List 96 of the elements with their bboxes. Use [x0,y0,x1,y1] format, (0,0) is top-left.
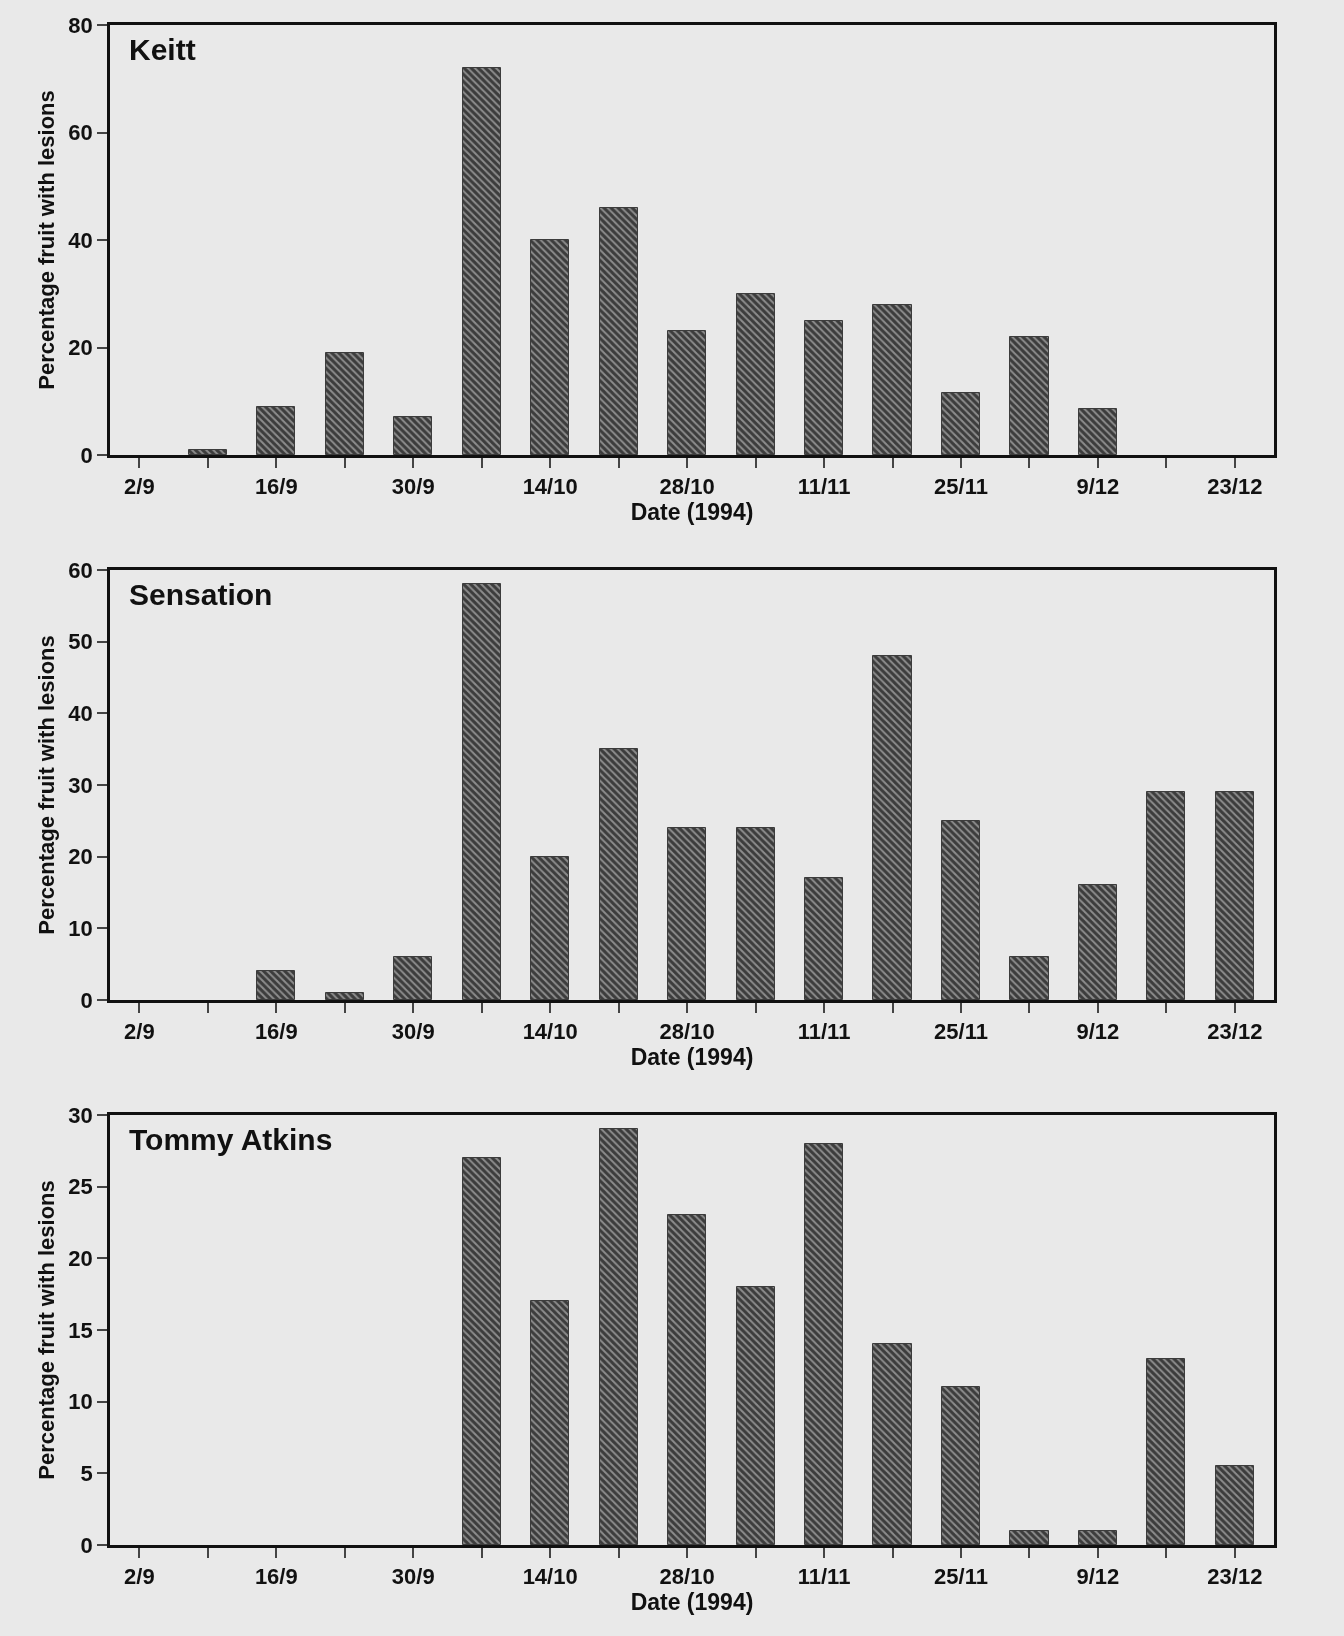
y-tick-label: 15 [68,1317,93,1343]
bar [872,1343,912,1545]
bar [804,320,843,455]
bar [736,293,775,455]
x-tick-label: 28/10 [659,1564,715,1590]
x-tick-label: 9/12 [1076,1019,1120,1045]
bar [667,1214,706,1545]
bar [1215,1465,1254,1545]
y-tick-label: 0 [80,987,93,1013]
bar [1078,884,1117,1000]
bar [530,1300,569,1545]
x-tick-label: 2/9 [124,474,155,500]
bar [941,1386,980,1545]
y-tick-label: 10 [68,1389,93,1415]
x-tick-label: 25/11 [934,1564,988,1590]
bar [393,956,432,1000]
bar [1078,408,1117,455]
x-tick-label: 25/11 [934,1019,988,1045]
y-tick-label: 0 [80,442,93,468]
y-tick-label: 30 [68,1102,93,1128]
x-tick-label: 9/12 [1076,474,1120,500]
bar [941,392,980,455]
bar [530,856,569,1000]
y-tick-label: 50 [68,629,93,655]
chart-title: Sensation [129,578,273,611]
bar [1009,336,1049,455]
bar [256,406,295,455]
bar [393,416,432,455]
bar [325,352,364,455]
x-tick-label: 16/9 [254,474,298,500]
chart-title: Keitt [129,33,196,66]
y-tick-label: 20 [68,1246,93,1272]
x-tick-label: 2/9 [124,1019,155,1045]
y-tick-label: 40 [68,701,93,727]
y-tick-label: 60 [68,557,93,583]
bar [188,449,227,455]
bar [599,207,638,455]
y-tick-label: 25 [68,1174,93,1200]
x-tick-label: 11/11 [797,474,851,500]
x-tick-label: 30/9 [391,474,435,500]
bar [1009,956,1049,1000]
bar [256,970,295,1000]
bar [1078,1530,1117,1545]
y-tick-label: 10 [68,916,93,942]
x-tick-label: 14/10 [522,1019,578,1045]
x-tick-label: 28/10 [659,474,715,500]
bar [1146,791,1185,1000]
x-tick-label: 23/12 [1207,1564,1263,1590]
x-tick-label: 9/12 [1076,1564,1120,1590]
x-tick-label: 25/11 [934,474,988,500]
bar [462,1157,501,1545]
bar [462,67,501,455]
y-tick-label: 20 [68,844,93,870]
x-tick-label: 23/12 [1207,1019,1263,1045]
y-tick-label: 0 [80,1532,93,1558]
bar [1009,1530,1049,1545]
bar [599,1128,638,1545]
x-tick-label: 30/9 [391,1564,435,1590]
x-axis-title: Date (1994) [630,499,754,526]
x-tick-label: 30/9 [391,1019,435,1045]
bar [530,239,569,455]
bar [872,304,912,455]
bar [599,748,638,1000]
bar [941,820,980,1000]
x-axis-title: Date (1994) [630,1589,754,1616]
y-axis-title: Percentage fruit with lesions [34,1180,60,1480]
x-tick-label: 28/10 [659,1019,715,1045]
y-tick-label: 20 [68,335,93,361]
x-tick-label: 2/9 [124,1564,155,1590]
x-axis-title: Date (1994) [630,1044,754,1071]
bar [804,1143,843,1545]
x-tick-label: 14/10 [522,474,578,500]
bar [736,827,775,1000]
y-tick-label: 60 [68,120,93,146]
bar [872,655,912,1000]
bar [667,827,706,1000]
y-tick-label: 80 [68,12,93,38]
bar [1215,791,1254,1000]
bar [325,992,364,1000]
y-tick-label: 40 [68,227,93,253]
bar [667,330,706,455]
x-tick-label: 23/12 [1207,474,1263,500]
bar [1146,1358,1185,1545]
chart-title: Tommy Atkins [129,1123,333,1156]
bar [736,1286,775,1545]
bar [804,877,843,1000]
x-tick-label: 16/9 [254,1019,298,1045]
x-tick-label: 16/9 [254,1564,298,1590]
y-tick-label: 30 [68,772,93,798]
y-axis-title: Percentage fruit with lesions [34,635,60,935]
y-tick-label: 5 [80,1461,93,1487]
x-tick-label: 11/11 [797,1564,851,1590]
x-tick-label: 11/11 [797,1019,851,1045]
x-tick-label: 14/10 [522,1564,578,1590]
y-axis-title: Percentage fruit with lesions [34,90,60,390]
bar [462,583,501,1000]
